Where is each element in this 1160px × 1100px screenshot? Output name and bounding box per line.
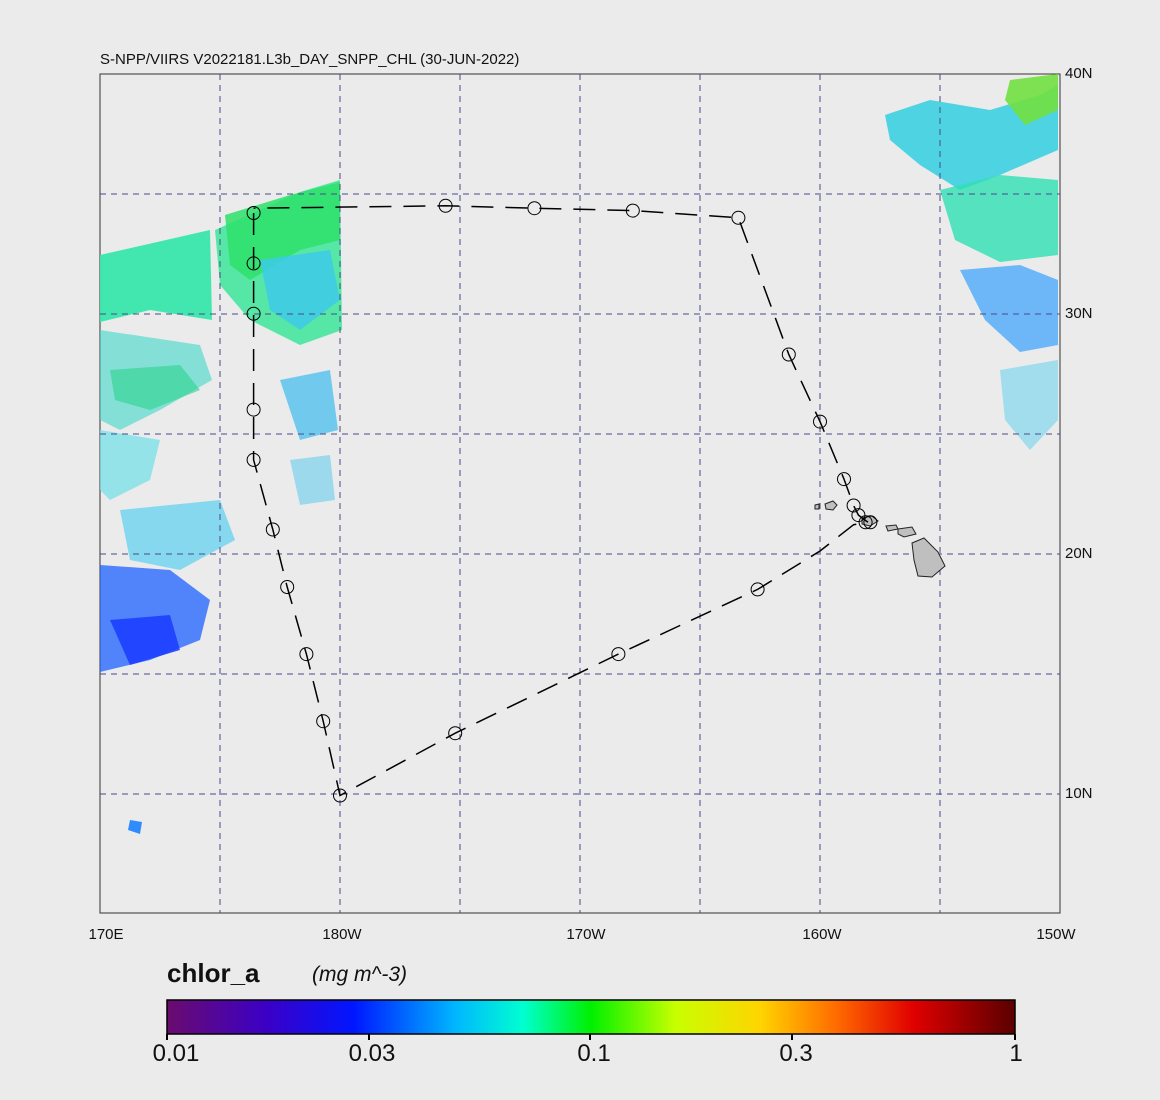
station-marker xyxy=(611,647,626,662)
station-marker xyxy=(625,203,640,218)
station-marker xyxy=(280,580,295,594)
colorbar-units: (mg m^-3) xyxy=(312,963,408,986)
station-marker xyxy=(813,414,827,429)
station-marker xyxy=(316,714,331,729)
lat-label-10n: 10N xyxy=(1065,785,1093,802)
colorbar-ticks xyxy=(166,1034,1016,1040)
map-title: S-NPP/VIIRS V2022181.L3b_DAY_SNPP_CHL (3… xyxy=(100,51,520,68)
station-marker xyxy=(246,256,261,271)
station-marker xyxy=(448,726,463,741)
lon-label-170e: 170E xyxy=(88,926,124,943)
station-marker xyxy=(750,582,765,597)
colorbar-tick-0-3: 0.3 xyxy=(779,1040,813,1067)
station-marker xyxy=(438,198,453,213)
station-marker xyxy=(781,347,796,362)
station-marker xyxy=(731,210,746,225)
lat-label-20n: 20N xyxy=(1065,545,1093,562)
lon-label-170w: 170W xyxy=(566,926,606,943)
station-marker xyxy=(299,647,314,662)
station-marker xyxy=(858,515,873,530)
lat-label-30n: 30N xyxy=(1065,305,1093,322)
hawaiian-islands xyxy=(814,500,946,578)
station-marker xyxy=(863,515,878,530)
colorbar-tick-0-03: 0.03 xyxy=(348,1040,396,1067)
station-marker xyxy=(265,522,280,537)
lon-label-150w: 150W xyxy=(1036,926,1076,943)
cruise-track-line xyxy=(252,205,870,797)
station-marker xyxy=(333,788,347,803)
colorbar xyxy=(166,999,1016,1035)
station-marker xyxy=(837,472,851,487)
colorbar-tick-0-1: 0.1 xyxy=(577,1040,611,1067)
station-marker xyxy=(846,498,861,513)
colorbar-tick-0-01: 0.01 xyxy=(152,1040,200,1067)
station-marker xyxy=(246,306,261,321)
colorbar-variable: chlor_a xyxy=(167,958,260,988)
station-marker xyxy=(527,201,542,216)
lat-label-40n: 40N xyxy=(1065,65,1093,82)
station-marker xyxy=(246,452,261,467)
station-marker xyxy=(246,402,261,417)
chlorophyll-swaths xyxy=(100,74,1058,834)
station-markers xyxy=(246,198,878,803)
colorbar-tick-1: 1 xyxy=(1009,1040,1023,1067)
lon-label-160w: 160W xyxy=(802,926,842,943)
station-marker xyxy=(851,508,866,523)
station-marker xyxy=(246,206,261,220)
lon-label-180w: 180W xyxy=(322,926,362,943)
